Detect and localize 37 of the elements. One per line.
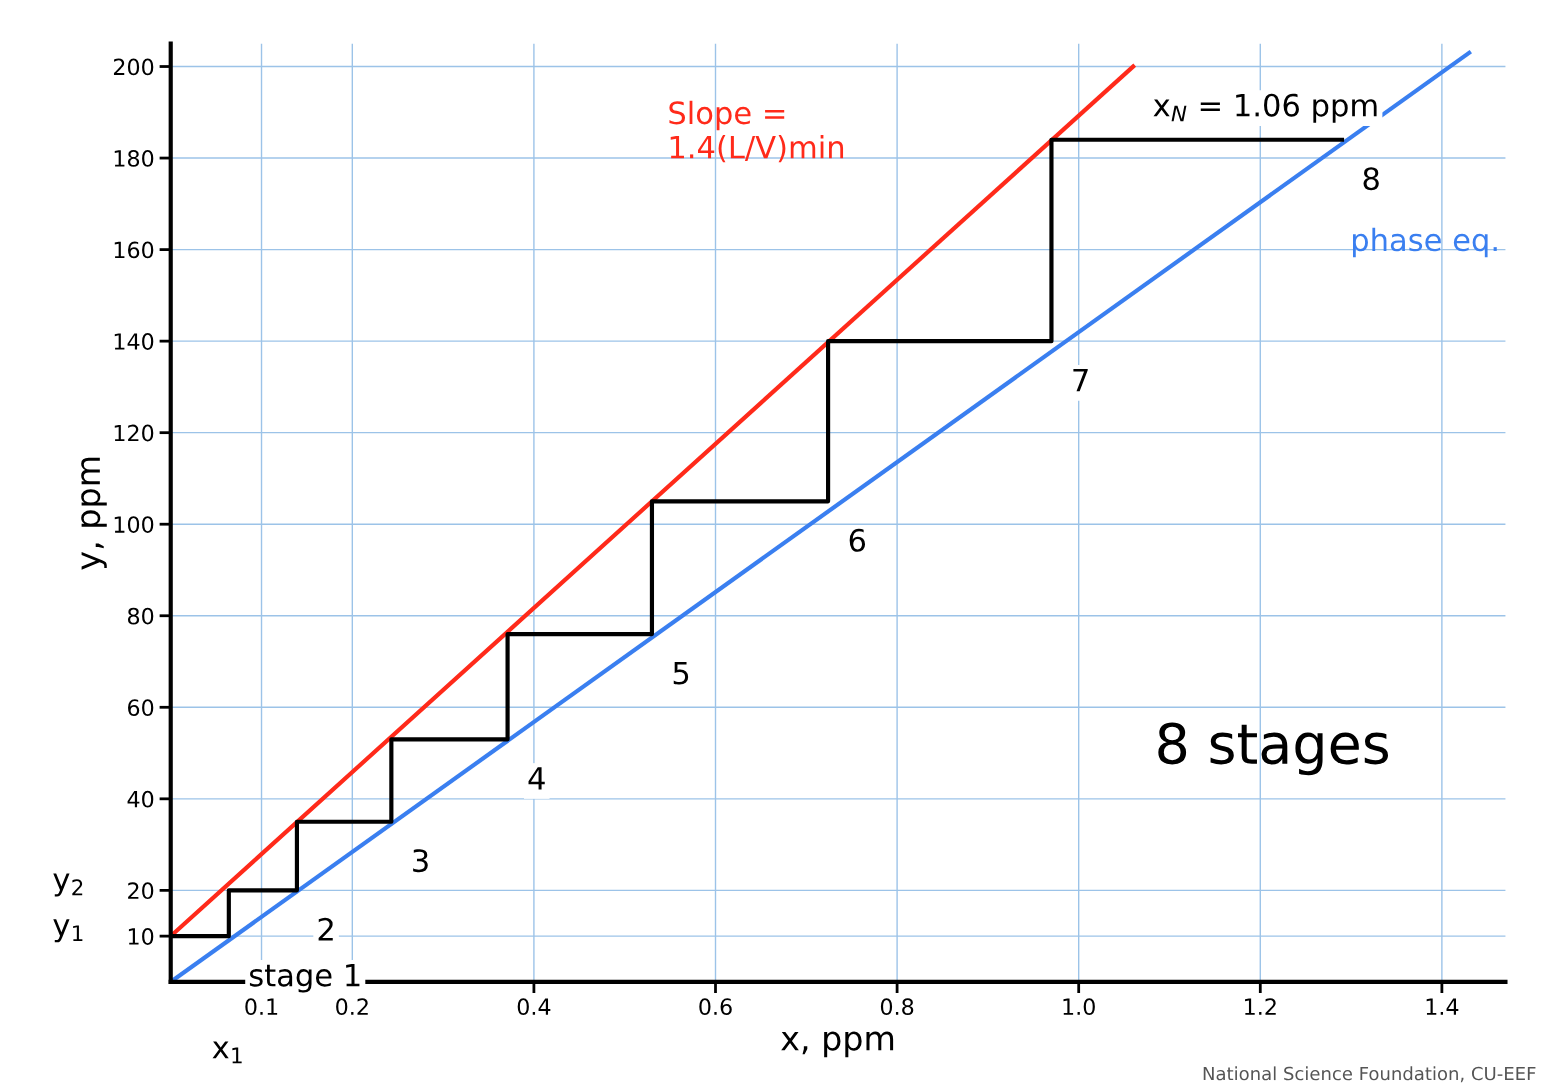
annotation: x$_{N}$ = 1.06 ppm <box>1153 93 1377 123</box>
annotation: 8 stages <box>1158 722 1389 776</box>
x-tick-label: 0.4 <box>517 998 551 1016</box>
x-axis-title: x, ppm <box>781 1031 894 1058</box>
x-tick-label: 0.6 <box>699 998 732 1016</box>
annotation: Slope = 1.4(L/V)min <box>669 100 844 163</box>
x-tick-label: 1.2 <box>1245 998 1276 1015</box>
y-tick-label: 10 <box>128 928 154 945</box>
annotation: 2 <box>318 917 333 941</box>
annotation: 4 <box>528 767 545 790</box>
y-tick-label: 140 <box>114 333 154 350</box>
annotation: stage 1 <box>249 963 360 993</box>
x-tick-label: 0.1 <box>245 998 278 1016</box>
y-axis-title: y, ppm <box>81 457 107 570</box>
x-tick-label: 0.2 <box>336 998 368 1016</box>
x-tick-label: 0.8 <box>880 998 914 1016</box>
annotation: phase eq. <box>1353 227 1497 258</box>
y-tick-label: 20 <box>128 882 154 900</box>
y-tick-label: 40 <box>127 790 154 808</box>
annotation: 3 <box>413 849 428 873</box>
y-tick-label: 120 <box>114 424 154 442</box>
text: x$_{1}$ <box>212 1041 242 1064</box>
annotation: 6 <box>849 528 866 552</box>
x-tick-label: 1.0 <box>1063 998 1095 1016</box>
annotation: 5 <box>673 661 689 685</box>
y-tick-label: 100 <box>114 516 154 533</box>
text: y$_{1}$ <box>53 919 83 943</box>
annotation: 7 <box>1073 368 1088 392</box>
y-tick-label: 180 <box>114 150 154 167</box>
y-tick-label: 160 <box>114 241 154 259</box>
text: y$_{2}$ <box>53 873 83 897</box>
x-tick-label: 1.4 <box>1426 998 1459 1015</box>
y-tick-label: 80 <box>127 607 154 625</box>
text: National Science Foundation, CU-EEF <box>1203 1066 1536 1083</box>
annotation: 8 <box>1363 167 1379 191</box>
y-tick-label: 60 <box>128 699 154 717</box>
y-tick-label: 200 <box>113 58 154 76</box>
